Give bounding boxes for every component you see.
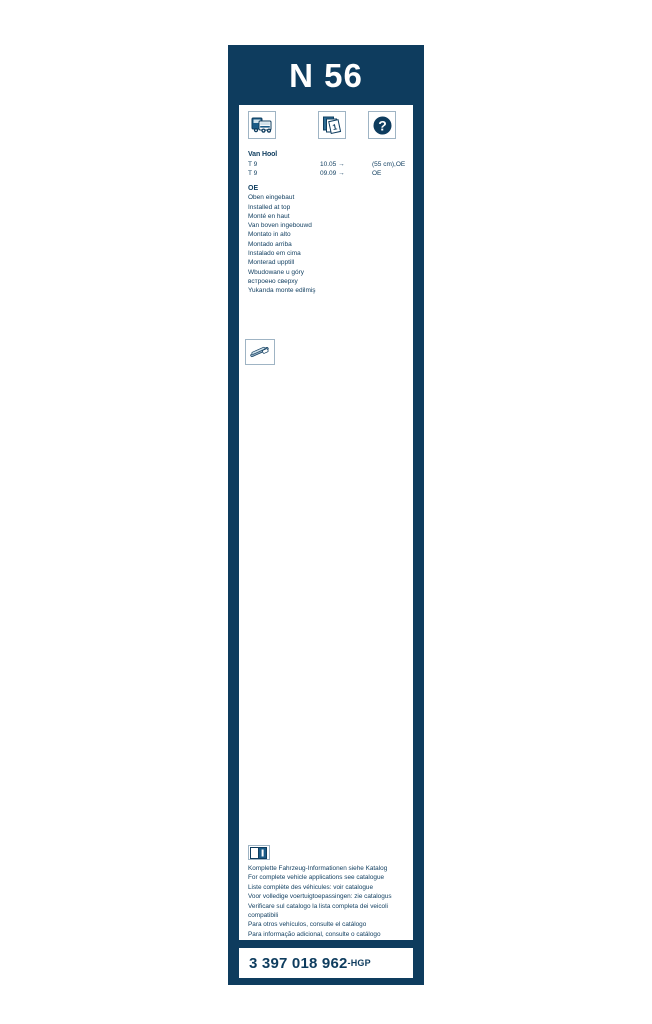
commercial-vehicle-icon bbox=[248, 111, 276, 139]
catalogue-line: Para informação adicional, consulte o ca… bbox=[248, 930, 381, 938]
mounting-note-line: Yukarıda monte edilmiş bbox=[248, 287, 316, 295]
vehicle-model: T 9 bbox=[248, 170, 258, 177]
wiper-blade-icon bbox=[245, 339, 275, 365]
svg-text:1: 1 bbox=[331, 122, 338, 132]
mounting-note-block: OE Oben eingebaut Installed at top Monté… bbox=[248, 184, 410, 296]
vehicle-date: 10.05 → bbox=[320, 160, 345, 168]
mounting-note-line: Monté en haut bbox=[248, 212, 290, 220]
catalogue-lines: Komplette Fahrzeug-Informationen siehe K… bbox=[248, 864, 410, 940]
question-mark-icon: ? bbox=[368, 111, 396, 139]
mounting-note-title: OE bbox=[248, 185, 259, 192]
mounting-note-line: Montato in alto bbox=[248, 231, 291, 239]
vehicle-model: T 9 bbox=[248, 160, 258, 168]
svg-text:?: ? bbox=[378, 117, 387, 133]
catalogue-reference-block: Komplette Fahrzeug-Informationen siehe K… bbox=[248, 845, 410, 940]
page-title: N 56 bbox=[289, 56, 363, 94]
vehicle-application-table: Van Hool T 9 10.05 → (55 cm),OE T 9 09.0… bbox=[248, 150, 410, 179]
vehicle-make: Van Hool bbox=[248, 151, 278, 158]
catalogue-line: Para otros vehículos, consulte el catálo… bbox=[248, 921, 367, 929]
table-row: T 9 09.09 → OE bbox=[248, 169, 410, 179]
mounting-note-line: Instalado em cima bbox=[248, 250, 301, 258]
mounting-note-line: Montado arriba bbox=[248, 240, 292, 248]
catalogue-line: Verificare sul catalogo la lista complet… bbox=[248, 902, 388, 920]
mounting-note-line: Monterad upptill bbox=[248, 259, 295, 267]
catalogue-line: For complete vehicle applications see ca… bbox=[248, 874, 385, 882]
table-row: T 9 10.05 → (55 cm),OE bbox=[248, 160, 410, 170]
mounting-note-line: Van boven ingebouwd bbox=[248, 222, 312, 230]
quantity-cards-icon: 1 bbox=[318, 111, 346, 139]
header-band: N 56 bbox=[228, 45, 424, 105]
mounting-note-line: Installed at top bbox=[248, 203, 291, 211]
vehicle-date: 09.09 → bbox=[320, 170, 345, 177]
vehicle-spec: OE bbox=[372, 170, 382, 177]
product-package-frame: N 56 bbox=[228, 45, 424, 985]
vehicle-spec: (55 cm),OE bbox=[372, 160, 406, 168]
mounting-note-line: Wbudowane u góry bbox=[248, 268, 305, 276]
part-number: 3 397 018 962 bbox=[249, 954, 348, 972]
icon-row: 1 ? bbox=[248, 111, 408, 145]
catalogue-line: Liste complète des véhicules: voir catal… bbox=[248, 883, 374, 891]
catalogue-line: För samtliga fordons applikationer se ka… bbox=[248, 939, 410, 940]
mounting-note-line: Oben eingebaut bbox=[248, 194, 295, 202]
catalogue-line: Komplette Fahrzeug-Informationen siehe K… bbox=[248, 865, 388, 872]
part-number-suffix: -HGP bbox=[347, 958, 371, 968]
information-card: 1 ? Van Hool T 9 10.05 → (55 cm),OE T 9 bbox=[239, 105, 413, 940]
catalogue-book-icon bbox=[248, 845, 270, 860]
catalogue-line: Voor volledige voertuigtoepassingen: zie… bbox=[248, 893, 392, 901]
part-number-strip: 3 397 018 962 -HGP bbox=[239, 948, 413, 978]
mounting-note-line: встроено сверху bbox=[248, 277, 298, 285]
